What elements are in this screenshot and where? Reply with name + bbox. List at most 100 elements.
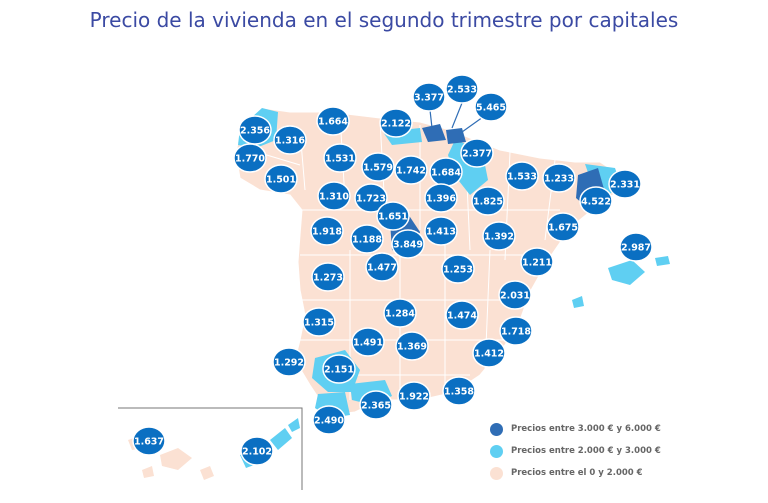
price-bubble-toledo: 1.477: [365, 252, 399, 282]
price-bubble-vitoria: 2.533: [445, 74, 479, 104]
price-label-alicante: 1.718: [501, 327, 531, 338]
price-bubble-coruna: 2.356: [238, 115, 272, 145]
price-bubble-cordoba: 1.491: [351, 327, 385, 357]
price-bubble-girona: 2.331: [608, 169, 642, 199]
legend: Precios entre 3.000 € y 6.000 € Precios …: [490, 418, 661, 484]
price-label-toledo: 1.477: [367, 263, 397, 274]
price-label-coruna: 2.356: [240, 126, 270, 137]
price-bubble-ciudad_real: 1.284: [383, 298, 417, 328]
guipuzcoa-region: [446, 128, 466, 144]
price-bubble-guadalajara: 1.413: [424, 216, 458, 246]
price-label-huelva: 1.292: [274, 358, 304, 369]
price-bubble-teruel: 1.392: [482, 221, 516, 251]
price-bubble-circle: [542, 163, 576, 193]
price-label-palencia: 1.579: [363, 163, 393, 174]
price-bubble-malaga: 2.365: [359, 390, 393, 420]
price-label-badajoz: 1.315: [304, 318, 334, 329]
price-bubble-circle: [460, 138, 494, 168]
legend-dot-high: [490, 422, 503, 436]
price-label-tarragona: 1.675: [548, 223, 578, 234]
legend-label-low: Precios entre el 0 y 2.000 €: [511, 468, 643, 478]
price-bubble-circle: [391, 229, 425, 259]
price-bubble-circle: [323, 143, 357, 173]
ibiza-region: [572, 296, 584, 308]
price-bubble-cadiz: 2.490: [312, 405, 346, 435]
price-label-lugo: 1.316: [275, 136, 305, 147]
price-label-albacete: 1.474: [447, 311, 477, 322]
price-bubble-circle: [445, 300, 479, 330]
price-bubble-oviedo: 1.664: [316, 106, 350, 136]
price-label-zaragoza: 1.825: [473, 197, 503, 208]
price-bubble-granada: 1.922: [397, 381, 431, 411]
price-bubble-palma: 2.987: [619, 232, 653, 262]
price-bubble-sevilla: 2.151: [322, 354, 356, 384]
price-bubble-albacete: 1.474: [445, 300, 479, 330]
price-bubble-circle: [361, 152, 395, 182]
price-label-salamanca: 1.918: [312, 227, 342, 238]
price-label-bilbao: 3.377: [414, 93, 444, 104]
price-bubble-almeria: 1.358: [442, 376, 476, 406]
price-bubble-circle: [272, 347, 306, 377]
price-bubble-circle: [354, 183, 388, 213]
price-bubble-circle: [351, 327, 385, 357]
price-label-barcelona: 4.522: [581, 197, 611, 208]
price-bubble-santa_cruz: 1.637: [132, 426, 166, 456]
price-label-santa_cruz: 1.637: [134, 437, 164, 448]
price-label-ourense: 1.501: [266, 175, 296, 186]
price-bubble-cuenca: 1.253: [441, 254, 475, 284]
price-label-pontevedra: 1.770: [235, 154, 265, 165]
price-label-jaen: 1.369: [397, 342, 427, 353]
lanzarote-region: [288, 418, 300, 432]
price-bubble-circle: [302, 307, 336, 337]
price-label-valencia: 2.031: [500, 291, 530, 302]
price-label-avila: 1.188: [352, 235, 382, 246]
price-bubble-lleida: 1.233: [542, 163, 576, 193]
price-label-san_sebastian: 5.465: [476, 103, 506, 114]
price-bubble-palencia: 1.579: [361, 152, 395, 182]
price-label-teruel: 1.392: [484, 232, 514, 243]
price-bubble-circle: [132, 426, 166, 456]
price-bubble-segovia: 1.651: [376, 201, 410, 231]
map-title: Precio de la vivienda en el segundo trim…: [89, 8, 679, 32]
price-bubble-circle: [311, 262, 345, 292]
price-bubble-valladolid: 1.723: [354, 183, 388, 213]
price-label-palma: 2.987: [621, 243, 651, 254]
price-bubble-circle: [240, 436, 274, 466]
price-bubble-pamplona: 2.377: [460, 138, 494, 168]
price-label-madrid: 3.849: [393, 240, 423, 251]
price-label-pamplona: 2.377: [462, 149, 492, 160]
price-bubble-circle: [608, 169, 642, 199]
price-bubble-circle: [505, 161, 539, 191]
price-label-lleida: 1.233: [544, 174, 574, 185]
vizcaya-region: [422, 124, 446, 142]
price-bubble-circle: [317, 181, 351, 211]
legend-item-high: Precios entre 3.000 € y 6.000 €: [490, 418, 661, 440]
price-label-burgos: 1.742: [396, 166, 426, 177]
price-label-caceres: 1.273: [313, 273, 343, 284]
price-label-oviedo: 1.664: [318, 117, 348, 128]
price-bubble-circle: [359, 390, 393, 420]
price-bubble-huesca: 1.533: [505, 161, 539, 191]
price-bubble-circle: [520, 247, 554, 277]
price-label-huesca: 1.533: [507, 172, 537, 183]
price-bubble-pontevedra: 1.770: [233, 143, 267, 173]
price-bubble-logrono: 1.684: [429, 157, 463, 187]
price-bubble-circle: [322, 354, 356, 384]
price-bubble-soria: 1.396: [424, 183, 458, 213]
price-bubble-circle: [383, 298, 417, 328]
price-bubble-san_sebastian: 5.465: [474, 92, 508, 122]
price-bubble-alicante: 1.718: [499, 316, 533, 346]
price-label-cadiz: 2.490: [314, 416, 344, 427]
price-bubble-zaragoza: 1.825: [471, 186, 505, 216]
price-bubble-circle: [395, 331, 429, 361]
fuerteventura-region: [270, 428, 292, 450]
price-bubble-circle: [445, 74, 479, 104]
price-bubble-barcelona: 4.522: [579, 186, 613, 216]
price-bubble-circle: [376, 201, 410, 231]
price-bubble-circle: [546, 212, 580, 242]
baleares-region: [608, 260, 645, 285]
price-label-segovia: 1.651: [378, 212, 408, 223]
price-bubble-madrid: 3.849: [391, 229, 425, 259]
price-bubble-huelva: 1.292: [272, 347, 306, 377]
